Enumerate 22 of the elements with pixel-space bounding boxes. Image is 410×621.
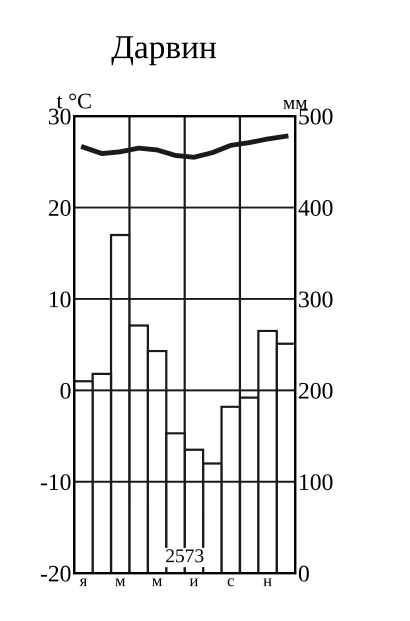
x-tick-label: м [152, 578, 162, 586]
x-tick-label: я [80, 578, 87, 586]
y2-tick-label: 500 [299, 108, 332, 125]
chart-title: Дарвин [111, 36, 216, 66]
y-tick-label: 10 [50, 291, 71, 308]
y-axis-title: t °C [56, 94, 91, 109]
y-tick-label: -20 [40, 566, 71, 582]
y2-tick-label: 100 [300, 474, 332, 490]
x-tick-label: с [228, 578, 234, 586]
y2-tick-label: 300 [299, 291, 332, 308]
y2-tick-label: 400 [298, 200, 332, 216]
x-tick-label: и [190, 578, 198, 586]
y-tick-label: 0 [60, 382, 71, 399]
annotation: 2573 [166, 549, 204, 562]
y-tick-label: 20 [48, 200, 71, 216]
y2-tick-label: 200 [299, 382, 332, 399]
y2-axis-title: мм [283, 100, 308, 109]
x-tick-label: м [115, 578, 126, 586]
y2-tick-label: 0 [298, 566, 309, 582]
x-tick-label: н [263, 578, 272, 586]
y-tick-label: 30 [48, 108, 71, 125]
y-tick-label: -10 [40, 474, 71, 490]
